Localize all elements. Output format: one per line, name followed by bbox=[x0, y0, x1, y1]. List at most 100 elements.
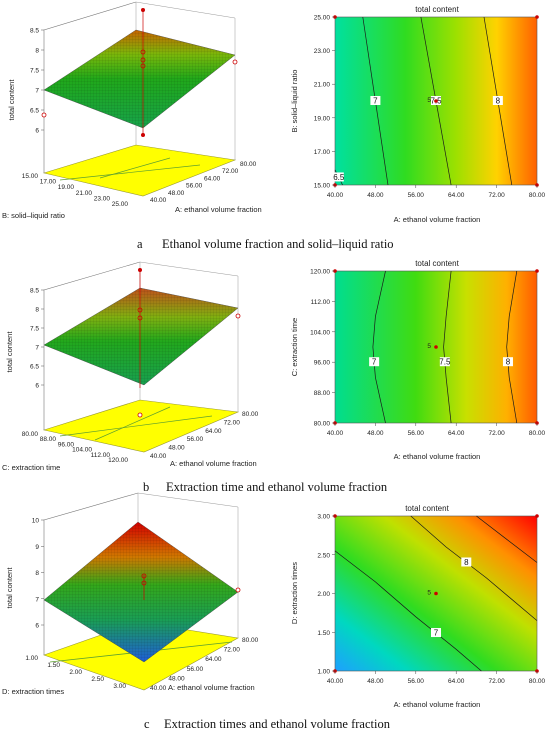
caption-letter-c: c bbox=[144, 717, 150, 731]
x-tick-label: 40.00 bbox=[150, 453, 167, 460]
contour-title-a: total content bbox=[415, 5, 459, 14]
design-point-label: 5 bbox=[427, 343, 431, 350]
y-tick-label: 2.50 bbox=[91, 676, 104, 683]
x-axis-label-a: A: ethanol volume fraction bbox=[175, 205, 262, 214]
y-tick-label: 88.00 bbox=[40, 436, 57, 443]
contour-label-7: 7 bbox=[372, 358, 377, 367]
surface-plot-a: 6 6.5 7 7.5 8 8.5 25.0023.0021.0019.0017.0015… bbox=[2, 1, 262, 220]
x-tick-label: 48.00 bbox=[367, 678, 384, 685]
z-tick-label: 8 bbox=[35, 570, 39, 577]
x-tick-label: 80.00 bbox=[242, 411, 259, 418]
contour-ticks-a: 40.00 48.00 56.00 64.00 72.00 80.00 15.00 17.00… bbox=[314, 15, 546, 200]
z-tick-labels-c: 6 7 8 9 10 bbox=[32, 518, 44, 630]
y-tick-label: 80.00 bbox=[314, 421, 331, 428]
x-tick-label: 80.00 bbox=[529, 678, 546, 685]
y-tick-label: 112.00 bbox=[91, 452, 111, 459]
contour-label-bg bbox=[502, 357, 513, 367]
x-axis-label-c: A: ethanol volume fraction bbox=[168, 683, 255, 692]
contour-line-7.5 bbox=[443, 270, 452, 424]
caption-letter-b: b bbox=[143, 480, 149, 494]
corner-point bbox=[535, 514, 539, 518]
z-tick-label: 8 bbox=[35, 307, 39, 314]
contour-xlabel-c: A: ethanol volume fraction bbox=[394, 700, 481, 709]
z-tick-labels-a: 6 6.5 7 7.5 8 8.5 bbox=[30, 28, 44, 135]
z-tick-label: 6.5 bbox=[30, 364, 39, 371]
y-tick-label: 112.00 bbox=[311, 299, 331, 306]
contour-line-unlabeled bbox=[476, 515, 538, 563]
contour-ticks-b: 40.00 48.00 56.00 64.00 72.00 80.00 80.00 88.00… bbox=[310, 269, 545, 438]
x-tick-label: 64.00 bbox=[204, 175, 221, 182]
y-tick-label: 17.00 bbox=[314, 149, 331, 156]
surface-plot-b: 6 6.5 7 7.5 8 8.5 120.00112.00104.0096.0088.0… bbox=[2, 261, 259, 472]
contour-label-bg bbox=[461, 557, 472, 567]
x-tick-label: 48.00 bbox=[168, 190, 185, 197]
x-tick-label: 72.00 bbox=[488, 678, 505, 685]
y-tick-label: 19.00 bbox=[58, 184, 75, 191]
y-axis-label-b: C: extraction time bbox=[2, 463, 60, 472]
contour-label-bg bbox=[439, 357, 450, 367]
contour-lines-c: 7 8 5 bbox=[333, 514, 539, 673]
x-tick-label: 40.00 bbox=[327, 430, 344, 437]
y-tick-label: 96.00 bbox=[314, 360, 331, 367]
z-tick-label: 7.5 bbox=[30, 68, 39, 75]
caption-letter-a: a bbox=[137, 237, 143, 251]
x-tick-label: 80.00 bbox=[240, 161, 257, 168]
x-tick-label: 72.00 bbox=[224, 419, 241, 426]
x-tick-label: 48.00 bbox=[168, 675, 185, 682]
x-tick-label: 80.00 bbox=[529, 430, 546, 437]
y-tick-label: 19.00 bbox=[314, 115, 331, 122]
design-point-label: 5 bbox=[427, 97, 431, 104]
caption-text-b: Extraction time and ethanol volume fract… bbox=[166, 480, 388, 494]
y-tick-label: 1.50 bbox=[47, 662, 60, 669]
x-tick-label: 64.00 bbox=[448, 678, 465, 685]
z-tick-label: 8.5 bbox=[30, 288, 39, 295]
y-tick-label: 2.00 bbox=[317, 591, 330, 598]
corner-point bbox=[535, 269, 539, 273]
contour-line-8 bbox=[506, 270, 518, 424]
contour-ylabel-b: C: extraction time bbox=[290, 318, 299, 376]
x-tick-label: 64.00 bbox=[448, 430, 465, 437]
y-tick-label: 21.00 bbox=[76, 190, 93, 197]
caption-text-c: Extraction times and ethanol volume frac… bbox=[164, 717, 391, 731]
y-tick-label: 1.00 bbox=[317, 669, 330, 676]
contour-line-7 bbox=[334, 550, 482, 672]
contour-title-c: total content bbox=[405, 504, 449, 513]
contour-label-bg bbox=[370, 96, 381, 105]
y-tick-label: 80.00 bbox=[22, 431, 39, 438]
design-point bbox=[434, 591, 438, 596]
z-tick-label: 7 bbox=[35, 345, 39, 352]
x-tick-label: 80.00 bbox=[529, 192, 546, 199]
contour-label-6.5: 6.5 bbox=[333, 173, 345, 182]
y-tick-label: 23.00 bbox=[314, 48, 331, 55]
caption-text-a: Ethanol volume fraction and solid–liquid… bbox=[162, 237, 394, 251]
y-tick-label: 25.00 bbox=[112, 201, 129, 208]
contour-label-8: 8 bbox=[506, 358, 511, 367]
z-tick-labels-b: 6 6.5 7 7.5 8 8.5 bbox=[30, 288, 44, 390]
x-tick-label: 72.00 bbox=[488, 430, 505, 437]
contour-label-8: 8 bbox=[496, 97, 501, 106]
contour-plot-c: total content 7 8 5 40.00 48.00 56.00 64.00 72… bbox=[290, 504, 546, 709]
x-tick-label: 64.00 bbox=[205, 428, 222, 435]
z-tick-label: 6 bbox=[35, 623, 39, 630]
y-tick-label: 120.00 bbox=[310, 269, 330, 276]
contour-label-7.5: 7.5 bbox=[439, 358, 451, 367]
y-tick-label: 15.00 bbox=[22, 173, 39, 180]
x-tick-label: 56.00 bbox=[408, 430, 425, 437]
x-tick-label: 40.00 bbox=[150, 685, 167, 692]
z-axis-label-a: total content bbox=[7, 79, 16, 121]
x-tick-label: 56.00 bbox=[408, 678, 425, 685]
caption-a: a Ethanol volume fraction and solid–liqu… bbox=[137, 237, 394, 251]
design-point bbox=[434, 99, 438, 103]
contour-line-7 bbox=[372, 270, 386, 424]
z-tick-label: 9 bbox=[35, 544, 39, 551]
y-tick-label: 88.00 bbox=[314, 390, 331, 397]
x-tick-label: 72.00 bbox=[224, 647, 241, 654]
z-tick-label: 6 bbox=[35, 128, 39, 135]
contour-plot-b: total content 7 7.5 8 5 40.00 48.00 56.00 64.0… bbox=[290, 259, 546, 461]
y-tick-label: 120.00 bbox=[108, 457, 128, 464]
y-tick-label: 104.00 bbox=[72, 447, 92, 454]
z-axis-label-b: total content bbox=[5, 331, 14, 373]
